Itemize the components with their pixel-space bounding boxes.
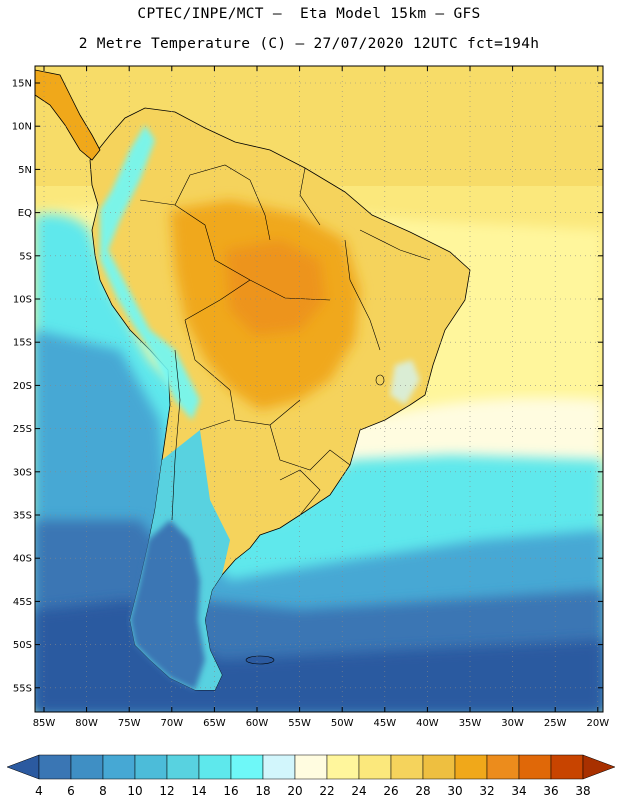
lat-tick-label: 35S [13,511,32,522]
colorbar-label: 24 [351,784,366,798]
lat-tick-label: 30S [13,467,32,478]
colorbar-label: 8 [99,784,107,798]
colorbar-segment [70,754,104,780]
colorbar-segment [134,754,168,780]
colorbar-segment [358,754,392,780]
lat-tick-label: 25S [13,424,32,435]
colorbar-label: 14 [191,784,206,798]
lat-tick-label: EQ [18,208,32,219]
lon-tick-label: 45W [373,718,396,729]
lat-tick-label: 15N [12,79,32,90]
colorbar-segment [422,754,456,780]
colorbar-label: 34 [511,784,526,798]
cream-ocean-band [330,398,603,470]
lon-tick-label: 85W [33,718,56,729]
colorbar-segment [518,754,552,780]
lon-tick-label: 55W [288,718,311,729]
colorbar-segment [198,754,232,780]
lat-tick-label: 5S [19,251,32,262]
lat-tick-label: 55S [13,683,32,694]
lon-tick-label: 40W [416,718,439,729]
lat-tick-label: 5N [18,165,32,176]
lon-tick-label: 65W [203,718,226,729]
patagonia-cold-region [130,520,205,690]
atlantic-coast-cool-strip [390,360,420,405]
colorbar-label: 32 [479,784,494,798]
lat-tick-label: 15S [13,338,32,349]
lon-tick-label: 25W [544,718,567,729]
lat-tick-label: 40S [13,554,32,565]
map-title-line2: 2 Metre Temperature (C) – 27/07/2020 12U… [78,36,540,52]
plot-frame [34,65,604,713]
country-borders [139,164,431,521]
lat-tick-label: 20S [13,381,32,392]
colorbar-label: 10 [127,784,142,798]
colorbar-label: 20 [287,784,302,798]
longitude-axis: 85W 80W 75W 70W 65W 60W 55W 50W 45W 40W 35W 30W 25W 2… [33,66,609,729]
lon-tick-label: 60W [246,718,269,729]
colorbar-label: 16 [223,784,238,798]
colorbar-label: 4 [35,784,43,798]
colorbar-segment [262,754,296,780]
lake-outline [375,374,385,386]
colorbar-label: 22 [319,784,334,798]
map-title-line1: CPTEC/INPE/MCT – Eta Model 15km – GFS [137,6,481,22]
colorbar-label: 30 [447,784,462,798]
colorbar-segment [550,754,584,780]
colorbar-segment [102,754,136,780]
colorbar-label: 18 [255,784,270,798]
plot-area [35,66,603,712]
dark-blue-ocean-band [35,600,603,712]
lon-tick-label: 30W [501,718,524,729]
lon-tick-label: 75W [118,718,141,729]
lat-tick-label: 10N [12,122,32,133]
lon-tick-label: 80W [75,718,98,729]
colorbar-label: 26 [383,784,398,798]
lat-tick-label: 10S [13,295,32,306]
colorbar-label: 36 [543,784,558,798]
colorbar-segment [230,754,264,780]
colorbar-label: 12 [159,784,174,798]
colorbar-segment [38,754,72,780]
lon-tick-label: 50W [331,718,354,729]
colorbar-label: 6 [67,784,75,798]
lon-tick-label: 70W [160,718,183,729]
colorbar-segment [486,754,520,780]
colorbar-label: 38 [575,784,590,798]
very-hot-core [225,240,325,335]
colorbar-segment [294,754,328,780]
colorbar-segment [166,754,200,780]
lon-tick-label: 35W [459,718,482,729]
colorbar-segment [454,754,488,780]
lat-tick-label: 50S [13,640,32,651]
colorbar-arrow-left [6,754,40,780]
andes-cold-strip [100,125,200,420]
central-america-land [35,69,101,161]
colorbar-arrow-right [582,754,616,780]
colorbar-segment [390,754,424,780]
lat-tick-label: 45S [13,597,32,608]
colorbar: 4 6 8 10 12 14 16 18 20 22 24 26 28 30 32 34 36 38 [6,754,616,798]
falkland-islands [245,655,275,665]
lon-tick-label: 20W [586,718,609,729]
colorbar-segment [326,754,360,780]
latitude-axis: 15N 10N 5N EQ 5S 10S 15S 20S 25S 30S 35S 40S 45S 50S 5… [12,79,603,694]
colorbar-label: 28 [415,784,430,798]
